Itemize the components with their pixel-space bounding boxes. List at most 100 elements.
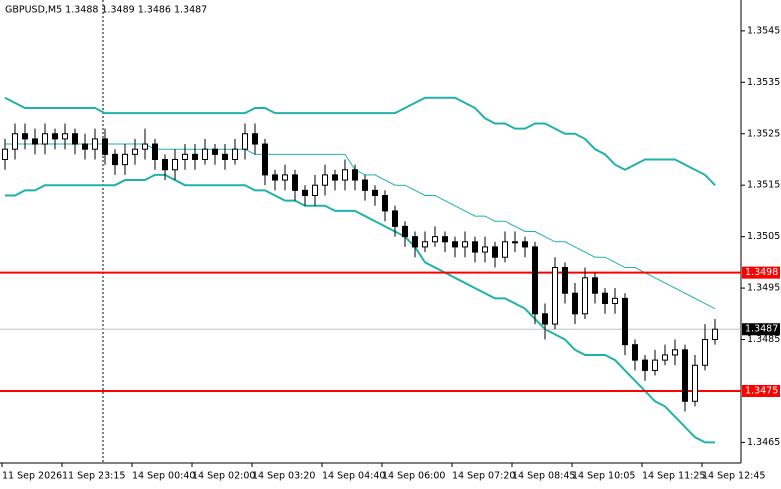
y-tick-label: 1.3535 — [747, 77, 780, 88]
candle-body — [472, 241, 478, 253]
candle-body — [132, 148, 138, 155]
x-tick-label: 14 Sep 12:45 — [702, 471, 765, 482]
candle-body — [322, 174, 328, 186]
candle-body — [672, 349, 678, 356]
x-tick-label: 14 Sep 04:40 — [322, 471, 385, 482]
candle-body — [432, 236, 438, 243]
candle-body — [252, 133, 258, 145]
candle-body — [502, 241, 508, 258]
candle-body — [692, 364, 698, 402]
candle-body — [442, 236, 448, 243]
band-line — [5, 173, 715, 444]
candle-body — [712, 328, 718, 341]
candle-body — [652, 359, 658, 371]
x-tick-label: 14 Sep 06:00 — [382, 471, 445, 482]
candle-body — [182, 153, 188, 160]
candle-body — [12, 133, 18, 150]
candle-body — [492, 246, 498, 258]
chart-title: GBPUSD,M5 1.3488 1.3489 1.3486 1.3487 — [5, 5, 207, 16]
x-tick-label: 14 Sep 11:25 — [642, 471, 705, 482]
candle-body — [522, 241, 528, 248]
candle-body — [572, 292, 578, 315]
candle-body — [52, 133, 58, 140]
band-line — [4, 96, 716, 186]
candle-body — [662, 354, 668, 361]
candle-body — [302, 189, 308, 196]
candle-body — [102, 138, 108, 155]
candle-body — [482, 246, 488, 253]
candle-body — [512, 241, 518, 244]
x-tick-label: 14 Sep 07:20 — [452, 471, 515, 482]
candle-body — [22, 133, 28, 140]
candle-body — [192, 153, 198, 160]
candle-body — [112, 153, 118, 166]
candle-body — [552, 267, 558, 325]
x-tick-label: 14 Sep 02:00 — [192, 471, 255, 482]
candle-body — [542, 313, 548, 325]
candle-body — [632, 344, 638, 361]
candle-body — [602, 292, 608, 305]
candle-body — [282, 174, 288, 181]
candle-body — [362, 179, 368, 191]
x-tick-label: 14 Sep 08:45 — [512, 471, 575, 482]
candle-body — [152, 143, 158, 160]
y-tick-label: 1.3465 — [747, 437, 780, 448]
price-label: 1.3487 — [745, 324, 778, 335]
candle-body — [592, 277, 598, 294]
candle-body — [622, 297, 628, 346]
band-line — [5, 143, 716, 310]
candle-body — [262, 143, 268, 176]
candle-body — [62, 133, 68, 140]
candle-body — [142, 143, 148, 150]
candle-body — [372, 189, 378, 196]
x-tick-label: 14 Sep 03:20 — [252, 471, 315, 482]
y-tick-label: 1.3545 — [747, 25, 780, 36]
candle-body — [162, 158, 168, 171]
candle-body — [272, 174, 278, 181]
candle-body — [92, 138, 98, 150]
candle-body — [462, 241, 468, 248]
candle-body — [412, 236, 418, 248]
candle-body — [392, 210, 398, 227]
x-tick-label: 11 Sep 2026 — [2, 471, 62, 482]
x-tick-label: 11 Sep 23:15 — [62, 471, 125, 482]
candle-body — [612, 297, 618, 305]
x-tick-label: 14 Sep 00:40 — [132, 471, 195, 482]
candle-body — [312, 184, 318, 196]
candle-body — [242, 133, 248, 150]
candle-body — [82, 143, 88, 150]
price-label-box — [742, 323, 780, 336]
candle-body — [202, 148, 208, 160]
price-label: 1.3475 — [745, 385, 778, 396]
candle-body — [682, 349, 688, 402]
candle-body — [582, 277, 588, 315]
candle-body — [292, 174, 298, 191]
candle-body — [452, 241, 458, 248]
candle-body — [42, 133, 48, 145]
y-tick-label: 1.3485 — [747, 334, 780, 345]
candle-body — [122, 153, 128, 166]
candle-body — [382, 194, 388, 212]
y-tick-label: 1.3525 — [747, 128, 780, 139]
x-tick-label: 14 Sep 10:05 — [572, 471, 635, 482]
candle-body — [532, 246, 538, 315]
y-tick-label: 1.3515 — [747, 180, 780, 191]
candle-body — [72, 133, 78, 145]
candle-body — [642, 359, 648, 371]
candle-body — [222, 153, 228, 160]
candle-body — [332, 174, 338, 181]
candle-body — [2, 148, 8, 160]
price-label: 1.3498 — [745, 267, 778, 278]
candle-body — [402, 225, 408, 238]
candle-body — [562, 267, 568, 294]
y-tick-label: 1.3505 — [747, 231, 780, 242]
candle-body — [352, 169, 358, 181]
candle-body — [172, 158, 178, 171]
candle-body — [32, 138, 38, 145]
price-label-box — [742, 266, 780, 279]
candle-body — [422, 241, 428, 248]
candle-body — [232, 148, 238, 160]
candle-body — [702, 339, 708, 366]
candle-body — [212, 148, 218, 155]
